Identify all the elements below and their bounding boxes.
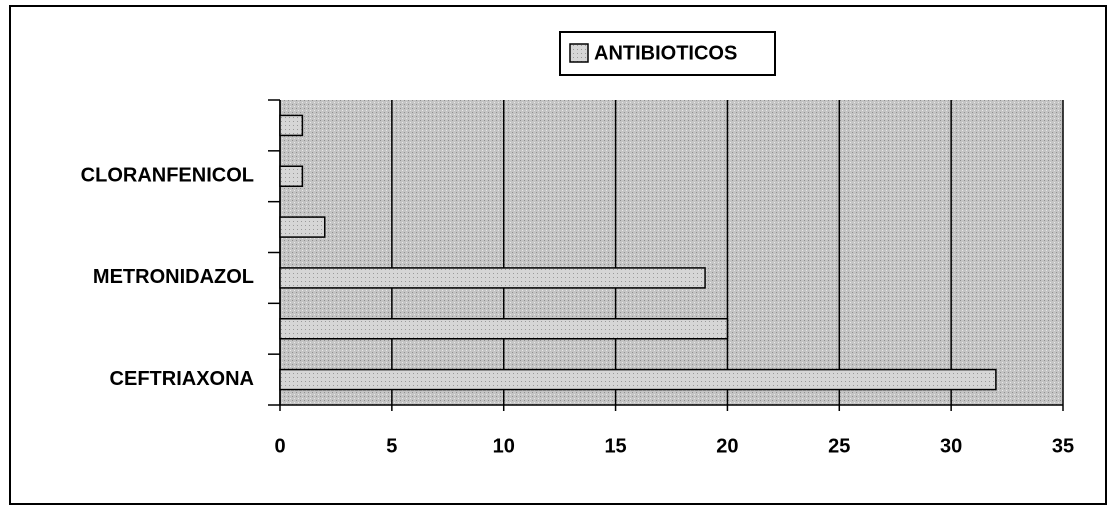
legend [559,31,776,76]
x-tick-label: 5 [386,435,397,457]
x-tick-label: 0 [274,435,285,457]
x-tick-label: 25 [828,435,850,457]
y-tick-label: CLORANFENICOL [81,165,254,187]
bar [279,165,304,187]
x-tick-label: 20 [716,435,738,457]
x-tick-label: 15 [604,435,626,457]
y-tick-label: METRONIDAZOL [93,266,254,288]
bar [279,216,326,238]
x-tick-label: 10 [493,435,515,457]
legend-label: ANTIBIOTICOS [594,42,737,64]
bar [279,267,706,289]
plot-area [280,100,1063,405]
bar [279,318,729,340]
x-tick-label: 30 [940,435,962,457]
bar [279,114,304,137]
y-tick-label: CEFTRIAXONA [110,368,254,390]
x-tick-label: 35 [1052,435,1074,457]
bar [279,368,997,391]
legend-swatch [569,43,589,63]
